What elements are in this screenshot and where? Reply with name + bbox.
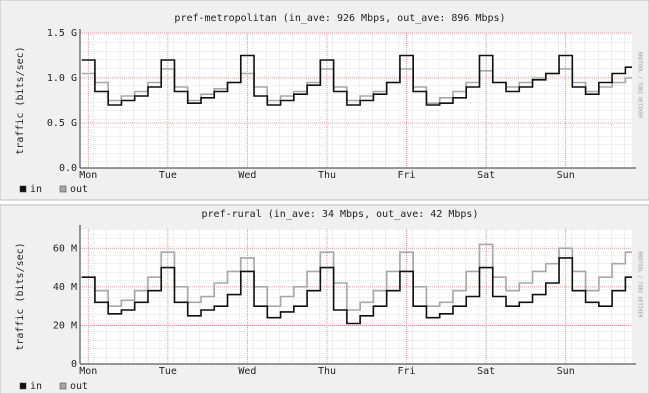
legend-swatch: [59, 185, 67, 193]
y-tick-label: 20 M: [53, 320, 77, 331]
y-tick-label: 0.0: [59, 163, 77, 174]
y-tick-label: 1.0 G: [47, 73, 77, 84]
legend-swatch: [19, 185, 27, 193]
x-tick-label: Thu: [318, 170, 336, 181]
legend-label: out: [70, 381, 88, 392]
legend-swatch: [59, 382, 67, 390]
x-tick-label: Wed: [238, 366, 256, 377]
legend-label: in: [30, 184, 42, 195]
legend-swatch: [19, 382, 27, 390]
legend-label: in: [30, 381, 42, 392]
y-tick-label: 40 M: [53, 282, 77, 293]
y-tick-label: 1.5 G: [47, 28, 77, 39]
y-axis-label: traffic (bits/sec): [15, 242, 26, 350]
x-tick-label: Thu: [318, 366, 336, 377]
x-tick-label: Sun: [557, 366, 575, 377]
series-line: [81, 54, 632, 106]
minor-grid: [80, 229, 632, 364]
legend-label: out: [70, 184, 88, 195]
x-tick-label: Sun: [557, 170, 575, 181]
side-note: RRDTOOL / TOBI OETIKER: [637, 52, 643, 119]
x-tick-label: Mon: [79, 366, 97, 377]
chart-title: pref-metropolitan (in_ave: 926 Mbps, out…: [174, 13, 505, 24]
x-tick-label: Tue: [159, 366, 177, 377]
x-tick-label: Tue: [159, 170, 177, 181]
series-line: [81, 257, 632, 325]
y-tick-label: 0.5 G: [47, 118, 77, 129]
x-tick-label: Mon: [79, 170, 97, 181]
x-tick-label: Sat: [477, 366, 495, 377]
y-tick-label: 0: [71, 359, 77, 370]
x-tick-label: Fri: [398, 366, 416, 377]
y-tick-label: 60 M: [53, 243, 77, 254]
side-note: RRDTOOL / TOBI OETIKER: [637, 251, 643, 318]
chart-title: pref-rural (in_ave: 34 Mbps, out_ave: 42…: [202, 209, 479, 220]
x-tick-label: Fri: [398, 170, 416, 181]
x-tick-label: Sat: [477, 170, 495, 181]
y-axis-label: traffic (bits/sec): [15, 46, 26, 154]
x-tick-label: Wed: [238, 170, 256, 181]
